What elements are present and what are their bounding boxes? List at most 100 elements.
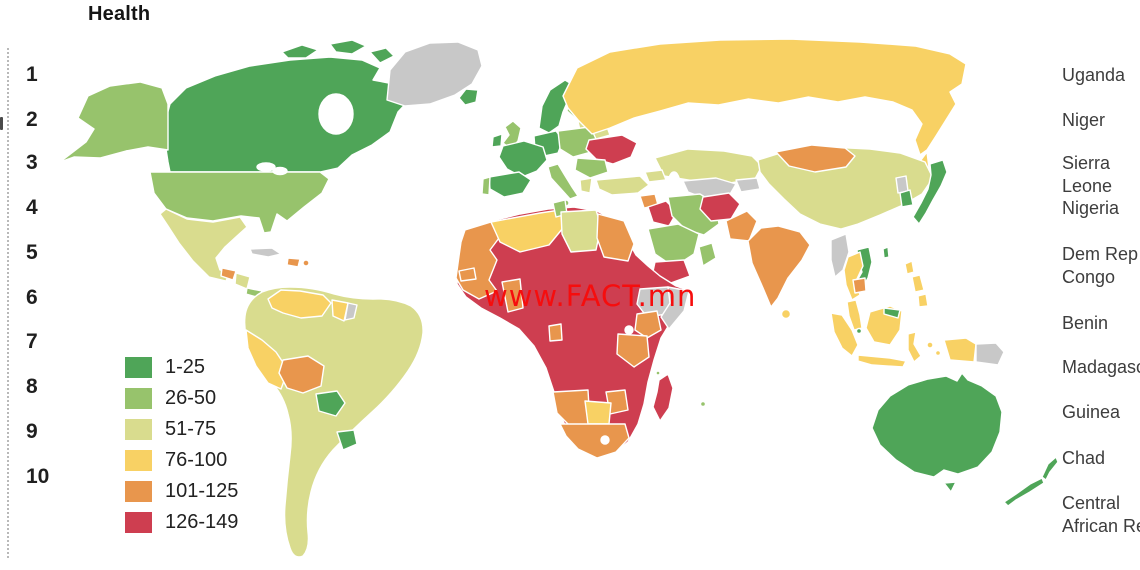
map-venezuela <box>267 289 332 319</box>
ranked-country-dem-rep-congo: Dem Rep Congo <box>1062 244 1139 287</box>
map-libya <box>560 209 602 253</box>
map-puerto-rico <box>302 259 310 267</box>
legend-swatch-126-149 <box>125 512 152 533</box>
map-madagascar <box>652 373 674 422</box>
map-moluccas <box>934 349 942 357</box>
map-cuba <box>249 247 282 258</box>
legend-row: 126-149 <box>125 511 239 533</box>
map-caspian-sea <box>667 171 681 199</box>
map-ghana-burkina <box>501 278 524 313</box>
map-myanmar <box>830 233 850 278</box>
map-tasmania <box>943 481 957 493</box>
map-nicaragua <box>234 272 251 290</box>
map-south-korea <box>899 189 914 208</box>
map-ireland <box>491 133 503 148</box>
map-somalia <box>660 286 690 330</box>
map-portugal <box>481 176 491 196</box>
map-arctic-island <box>329 39 367 55</box>
map-gabon-congo <box>548 323 563 342</box>
legend-label: 126-149 <box>165 511 239 533</box>
map-kenya <box>634 310 662 339</box>
map-hispaniola <box>286 257 301 268</box>
legend-row: 51-75 <box>125 418 238 440</box>
rank-number-8: 8 <box>26 375 38 398</box>
rank-number-10: 10 <box>26 465 50 488</box>
ranked-country-guinea: Guinea <box>1062 402 1121 422</box>
page-title: Health <box>88 3 151 25</box>
map-pakistan <box>725 210 758 242</box>
map-new-zealand-north <box>1041 456 1059 481</box>
map-paraguay <box>315 390 346 417</box>
map-india <box>747 225 811 308</box>
legend-swatch-26-50 <box>125 388 152 409</box>
ranked-country-madagascar: Madagascar <box>1062 357 1140 377</box>
ranked-country-central-african-rep: Central African Rep <box>1062 493 1140 536</box>
rank-number-4: 4 <box>26 196 38 219</box>
map-south-africa <box>559 423 630 459</box>
map-mongolia <box>775 144 856 173</box>
map-suriname <box>344 302 358 321</box>
map-arctic-island <box>281 44 319 59</box>
map-greenland <box>386 41 483 107</box>
ranked-country-niger: Niger <box>1062 110 1106 130</box>
legend-label: 101-125 <box>165 480 239 502</box>
rank-number-9: 9 <box>26 420 38 443</box>
map-alaska <box>59 81 169 163</box>
rank-number-1: 1 <box>26 63 38 86</box>
legend-row: 101-125 <box>125 480 239 502</box>
rank-axis-dotted-line <box>7 48 9 558</box>
map-senegal <box>458 267 477 282</box>
legend-row: 26-50 <box>125 387 238 409</box>
watermark-text: www.FACT.mn <box>484 279 697 313</box>
map-lesotho <box>600 435 610 445</box>
map-new-zealand-south <box>1003 477 1045 507</box>
map-italy <box>547 163 579 200</box>
cropped-axis-label-fragment <box>0 117 3 130</box>
legend-row: 76-100 <box>125 449 238 471</box>
map-philippines <box>911 274 925 293</box>
rank-number-3: 3 <box>26 151 38 174</box>
map-east-malaysia-brunei <box>883 307 901 319</box>
map-sri-lanka <box>780 308 792 320</box>
legend-swatch-1-25 <box>125 357 152 378</box>
map-caucasus <box>644 169 667 183</box>
map-cambodia <box>852 277 867 294</box>
map-philippines <box>904 260 915 275</box>
map-west-papua <box>943 337 977 363</box>
rank-number-2: 2 <box>26 108 38 131</box>
legend-label: 51-75 <box>165 418 217 440</box>
map-romania-balkans <box>574 157 609 179</box>
map-java <box>857 354 907 368</box>
map-singapore <box>855 327 863 335</box>
map-algeria <box>490 209 564 253</box>
legend-label: 26-50 <box>165 387 217 409</box>
ranked-country-chad: Chad <box>1062 448 1106 468</box>
map-lake-victoria <box>624 325 634 335</box>
map-mexico <box>159 208 248 282</box>
map-sumatra <box>830 312 859 357</box>
map-comoros <box>655 370 661 376</box>
map-uruguay <box>336 429 358 451</box>
map-malay-peninsula <box>846 299 863 331</box>
map-egypt <box>596 213 635 262</box>
map-south-america <box>243 286 424 558</box>
legend-swatch-101-125 <box>125 481 152 502</box>
ranked-country-uganda: Uganda <box>1062 65 1126 85</box>
map-taiwan <box>882 246 890 259</box>
map-mauritius <box>699 400 707 408</box>
map-iceland <box>458 88 479 106</box>
map-greece <box>579 177 593 194</box>
ranked-country-nigeria: Nigeria <box>1062 198 1120 218</box>
legend-label: 1-25 <box>165 356 206 378</box>
rank-number-7: 7 <box>26 330 38 353</box>
map-arctic-island <box>369 47 395 64</box>
legend-label: 76-100 <box>165 449 228 471</box>
map-kyrgyzstan-tajikistan <box>735 177 761 193</box>
map-spain <box>488 171 532 198</box>
map-sulawesi <box>907 331 922 363</box>
map-great-lakes <box>272 166 288 176</box>
map-guatemala <box>220 267 237 281</box>
map-botswana <box>584 400 612 425</box>
